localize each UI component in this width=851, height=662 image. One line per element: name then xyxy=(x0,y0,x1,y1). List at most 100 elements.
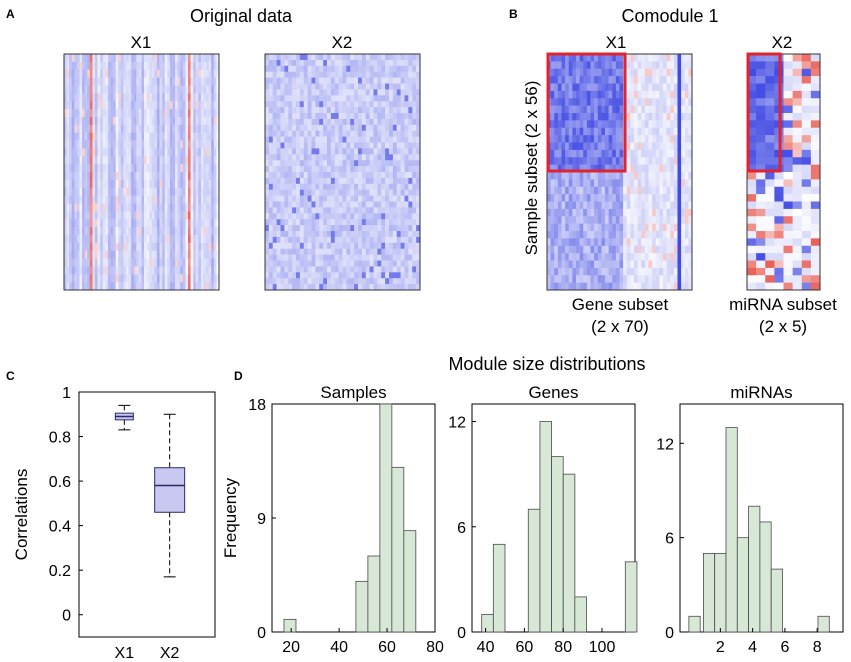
heatmap-a-x2-cell xyxy=(416,71,421,78)
heatmap-b-x2-cell xyxy=(756,245,766,254)
heatmap-a-x1-cell xyxy=(185,211,189,220)
heatmap-a-x1-cell xyxy=(172,227,176,236)
heatmap-a-x1-cell xyxy=(128,101,132,110)
heatmap-b-x1-cell xyxy=(688,267,693,276)
heatmap-a-x1-cell xyxy=(193,85,197,94)
heatmap-a-x2-cell xyxy=(361,130,367,137)
heatmap-a-x1-cell xyxy=(110,187,114,196)
heatmap-b-x1-cell xyxy=(637,267,642,276)
heatmap-a-x2-cell xyxy=(389,77,394,84)
heatmap-a-x1-cell xyxy=(95,61,98,71)
heatmap-b-x1-cell xyxy=(557,282,562,291)
heatmap-b-x1-cell xyxy=(586,142,591,151)
heatmap-b-x1-cell xyxy=(550,245,555,254)
heatmap-a-x1-cell xyxy=(159,116,163,126)
heatmap-a-x1-cell xyxy=(138,140,142,149)
heatmap-a-x1-cell xyxy=(164,234,168,244)
heatmap-a-x1-cell xyxy=(100,250,104,259)
heatmap-a-x2-cell xyxy=(303,260,308,267)
heatmap-a-x1-cell xyxy=(64,132,67,141)
heatmap-b-x1-cell xyxy=(644,208,649,217)
heatmap-b-x1-cell xyxy=(652,201,657,210)
heatmap-b-x1-cell xyxy=(637,120,642,129)
heatmap-b-x1-cell xyxy=(634,216,638,224)
heatmap-b-x1-cell xyxy=(630,253,635,261)
heatmap-a-x2-cell xyxy=(400,207,405,214)
heatmap-a-x2-cell xyxy=(296,272,301,279)
heatmap-a-x1-cell xyxy=(118,77,122,86)
heatmap-b-x1-cell xyxy=(594,157,599,165)
heatmap-a-x2-cell xyxy=(358,278,363,285)
heatmap-a-x2-cell xyxy=(288,71,293,78)
heatmap-b-x1-cell xyxy=(655,164,660,173)
heatmap-b-x1-cell xyxy=(681,201,686,210)
heatmap-b-x1-cell xyxy=(594,186,599,195)
heatmap-a-x1-cell xyxy=(216,116,220,126)
heatmap-a-x2-cell xyxy=(396,101,401,108)
heatmap-b-x1-cell xyxy=(550,186,555,195)
heatmap-a-x2-cell xyxy=(392,236,398,244)
heatmap-a-x2-cell xyxy=(272,83,277,90)
heatmap-a-x1-cell xyxy=(64,211,67,220)
heatmap-a-x2-cell xyxy=(330,136,336,143)
heatmap-a-x2-cell xyxy=(338,166,343,173)
heatmap-a-x2-cell xyxy=(392,207,398,214)
heatmap-b-x1-cell xyxy=(561,98,566,106)
heatmap-b-x1-cell xyxy=(663,113,667,121)
heatmap-a-x1-cell xyxy=(180,69,184,78)
heatmap-a-x1-cell xyxy=(105,172,109,181)
heatmap-a-x1-cell xyxy=(118,156,122,165)
heatmap-a-x2-cell xyxy=(299,189,305,196)
heatmap-b-x1-cell xyxy=(576,282,580,291)
heatmap-a-x1-cell xyxy=(87,266,91,275)
heatmap-a-x1-cell xyxy=(213,109,217,118)
heatmap-b-x1-cell xyxy=(681,253,686,261)
heatmap-b-x1-cell xyxy=(677,238,682,247)
heatmap-a-x1-cell xyxy=(203,172,207,181)
heatmap-a-x1-cell xyxy=(113,101,116,110)
heatmap-a-x2-cell xyxy=(400,248,405,255)
heatmap-a-x2-cell xyxy=(377,65,382,72)
heatmap-b-x1-cell xyxy=(666,179,671,188)
heatmap-b-x1-cell xyxy=(659,282,664,291)
heatmap-a-x2-cell xyxy=(268,231,274,238)
heatmap-b-x1-cell xyxy=(655,194,660,202)
heatmap-a-x2-cell xyxy=(338,118,343,126)
heatmap-b-x1-cell xyxy=(648,186,653,195)
heatmap-b-x2-cell xyxy=(783,127,793,136)
heatmap-a-x2-cell xyxy=(296,177,301,185)
heatmap-a-x1-cell xyxy=(146,54,150,63)
heatmap-a-x1-cell xyxy=(110,274,114,283)
heatmap-a-x2-cell xyxy=(354,130,359,137)
heatmap-a-x1-cell xyxy=(211,274,215,283)
heatmap-a-x2-cell xyxy=(396,183,401,190)
heatmap-a-x2-cell xyxy=(412,124,417,131)
heatmap-a-x2-cell xyxy=(404,272,409,279)
heatmap-b-x1-cell xyxy=(659,127,664,136)
heatmap-b-x1-cell xyxy=(554,142,559,151)
heatmap-a-x1-cell xyxy=(164,195,168,204)
heatmap-b-x1-cell xyxy=(583,142,588,151)
heatmap-b-x1-cell xyxy=(608,142,613,151)
heatmap-a-x2-cell xyxy=(265,113,270,120)
heatmap-b-x1-cell xyxy=(659,113,664,121)
heatmap-a-x1-cell xyxy=(71,54,75,63)
heatmap-b-x1-cell xyxy=(652,216,657,224)
heatmap-a-x1-cell xyxy=(169,109,173,118)
heatmap-b-x1-cell xyxy=(677,83,682,92)
heatmap-a-x1-cell xyxy=(115,282,119,291)
heatmap-a-x1-cell xyxy=(188,85,191,94)
heatmap-a-x1-cell xyxy=(172,140,176,149)
heatmap-a-x2-cell xyxy=(412,113,417,120)
heatmap-a-x1-cell xyxy=(95,93,98,102)
heatmap-b-x1-cell xyxy=(601,149,606,158)
heatmap-a-x2-cell xyxy=(323,77,328,84)
heatmap-a-x2-cell xyxy=(408,71,413,78)
heatmap-b-x1-cell xyxy=(594,253,599,261)
heatmap-b-x1-cell xyxy=(688,83,693,92)
heatmap-b-x1-cell xyxy=(608,149,613,158)
heatmap-b-x1-cell xyxy=(579,238,584,247)
heatmap-a-x2-cell xyxy=(280,160,285,167)
heatmap-b-x1-cell xyxy=(652,164,657,173)
heatmap-a-x2-cell xyxy=(346,195,351,202)
